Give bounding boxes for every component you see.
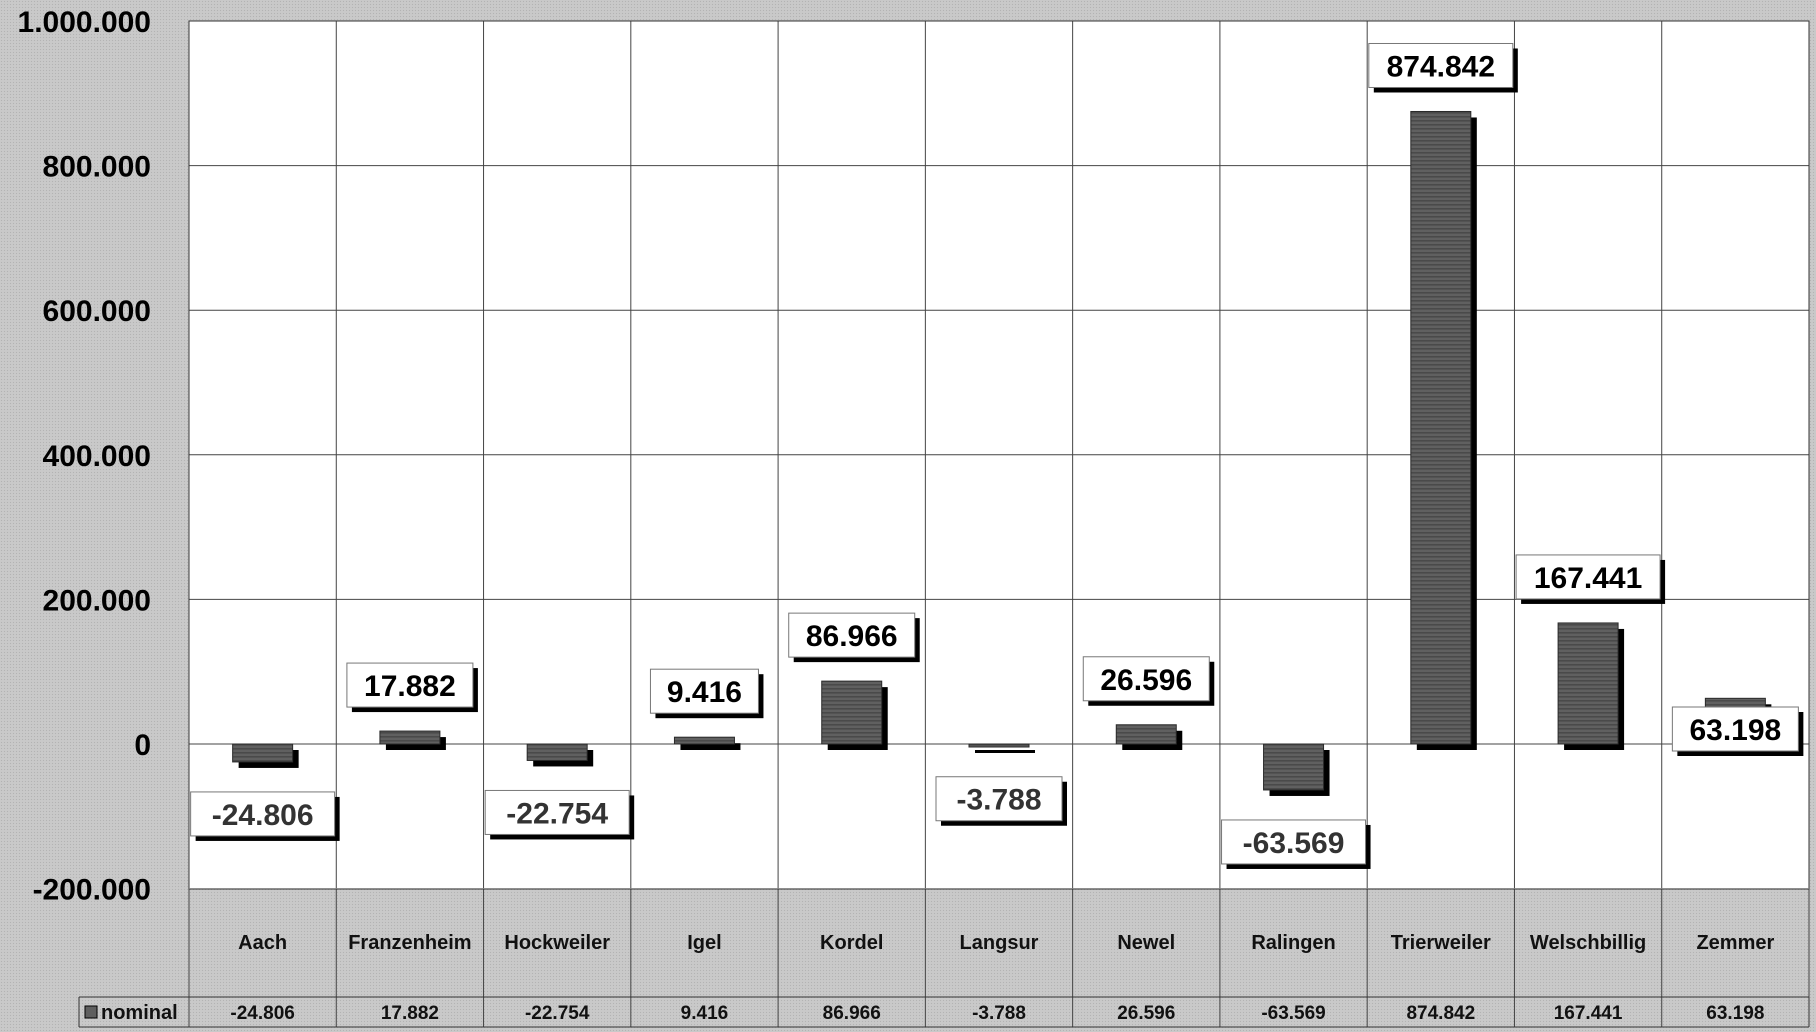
data-table-value: -3.788 xyxy=(972,1003,1026,1024)
data-label: -63.569 xyxy=(1221,819,1371,869)
data-label-text: -24.806 xyxy=(212,799,314,832)
data-label-box xyxy=(1515,554,1661,600)
data-label-text: -22.754 xyxy=(506,797,608,830)
data-label: -3.788 xyxy=(935,776,1067,826)
data-table-value: -24.806 xyxy=(230,1003,294,1024)
data-table-value: 17.882 xyxy=(381,1003,439,1024)
legend-series-name: nominal xyxy=(101,1002,178,1024)
data-label: 26.596 xyxy=(1082,656,1215,706)
data-table-value: 26.596 xyxy=(1117,1003,1175,1024)
y-axis: -200.000 0 200.000 400.000 600.000 800.000 1.0… xyxy=(18,6,151,907)
data-label: 874.842 xyxy=(1368,42,1518,93)
data-table-value: 874.842 xyxy=(1406,1003,1475,1024)
legend-key xyxy=(84,1005,98,1019)
x-tick-label: Langsur xyxy=(960,932,1039,954)
data-label-box xyxy=(484,789,630,835)
bar-kordel xyxy=(821,680,883,745)
x-tick-label: Igel xyxy=(687,932,721,954)
y-tick-label: 200.000 xyxy=(43,584,151,617)
x-tick-label: Trierweiler xyxy=(1391,932,1491,954)
y-tick-label: -200.000 xyxy=(33,874,151,907)
data-label-text: 17.882 xyxy=(364,670,456,703)
bar-aach xyxy=(232,743,294,763)
data-table: nominal -24.806 17.882 -22.754 9.416 86.966 -3… xyxy=(78,996,1810,1028)
bar-ralingen xyxy=(1263,743,1325,791)
bars xyxy=(232,110,1772,796)
data-label: -22.754 xyxy=(484,789,635,840)
data-label-box xyxy=(190,791,336,837)
bar-shadow xyxy=(975,750,1035,753)
data-table-value: 167.441 xyxy=(1554,1003,1623,1024)
x-tick-label: Hockweiler xyxy=(504,932,610,954)
data-label-text: 26.596 xyxy=(1100,664,1192,697)
data-label: -24.806 xyxy=(190,791,340,841)
x-tick-label: Newel xyxy=(1117,932,1175,954)
x-tick-label: Kordel xyxy=(820,932,883,954)
data-label-box xyxy=(346,662,474,708)
y-tick-label: 400.000 xyxy=(43,440,151,473)
bar-shadow xyxy=(680,743,741,750)
data-label-text: 9.416 xyxy=(667,676,742,709)
x-tick-label: Zemmer xyxy=(1696,932,1774,954)
data-label: 17.882 xyxy=(346,662,478,713)
data-label-box xyxy=(649,668,759,714)
bar-newel xyxy=(1115,724,1177,745)
data-table-value: -63.569 xyxy=(1261,1003,1325,1024)
x-tick-label: Franzenheim xyxy=(348,932,471,954)
y-tick-label: 1.000.000 xyxy=(18,6,151,39)
bar-langsur xyxy=(968,743,1030,748)
data-label-box xyxy=(935,776,1063,822)
x-tick-label: Aach xyxy=(238,932,287,954)
x-axis: Aach Franzenheim Hockweiler Igel Kordel Langs… xyxy=(189,888,1809,954)
x-tick-label: Ralingen xyxy=(1251,932,1335,954)
data-label-text: -63.569 xyxy=(1243,827,1345,860)
data-label: 63.198 xyxy=(1671,706,1804,756)
data-label-text: 63.198 xyxy=(1689,714,1781,747)
bar-trierweiler xyxy=(1410,110,1472,745)
x-tick-label: Welschbillig xyxy=(1530,932,1646,954)
data-label-text: 167.441 xyxy=(1534,562,1642,595)
bar-hockweiler xyxy=(526,743,588,761)
data-label: 167.441 xyxy=(1515,554,1666,604)
data-label-text: 86.966 xyxy=(806,620,898,653)
data-label: 9.416 xyxy=(649,668,764,719)
y-tick-label: 600.000 xyxy=(43,295,151,328)
data-label-text: 874.842 xyxy=(1387,50,1495,83)
data-label-text: -3.788 xyxy=(956,784,1041,817)
y-tick-label: 0 xyxy=(134,729,151,762)
bar-igel xyxy=(673,736,735,745)
bar-franzenheim xyxy=(379,730,441,745)
gridlines xyxy=(188,20,1810,1027)
data-label-box xyxy=(1082,656,1210,702)
data-label-box xyxy=(1671,706,1799,752)
data-table-value: -22.754 xyxy=(525,1003,590,1024)
data-label-box xyxy=(788,612,916,658)
y-tick-label: 800.000 xyxy=(43,151,151,184)
data-label-box xyxy=(1221,819,1367,865)
data-table-value: 63.198 xyxy=(1706,1003,1764,1024)
bar-welschbillig xyxy=(1557,622,1619,745)
data-table-value: 9.416 xyxy=(681,1003,729,1024)
data-table-value: 86.966 xyxy=(823,1003,881,1024)
data-labels: -24.806 17.882 -22.754 9.416 86.966 -3.788 26.… xyxy=(190,42,1804,869)
data-label: 86.966 xyxy=(788,612,920,663)
data-label-box xyxy=(1368,42,1514,88)
